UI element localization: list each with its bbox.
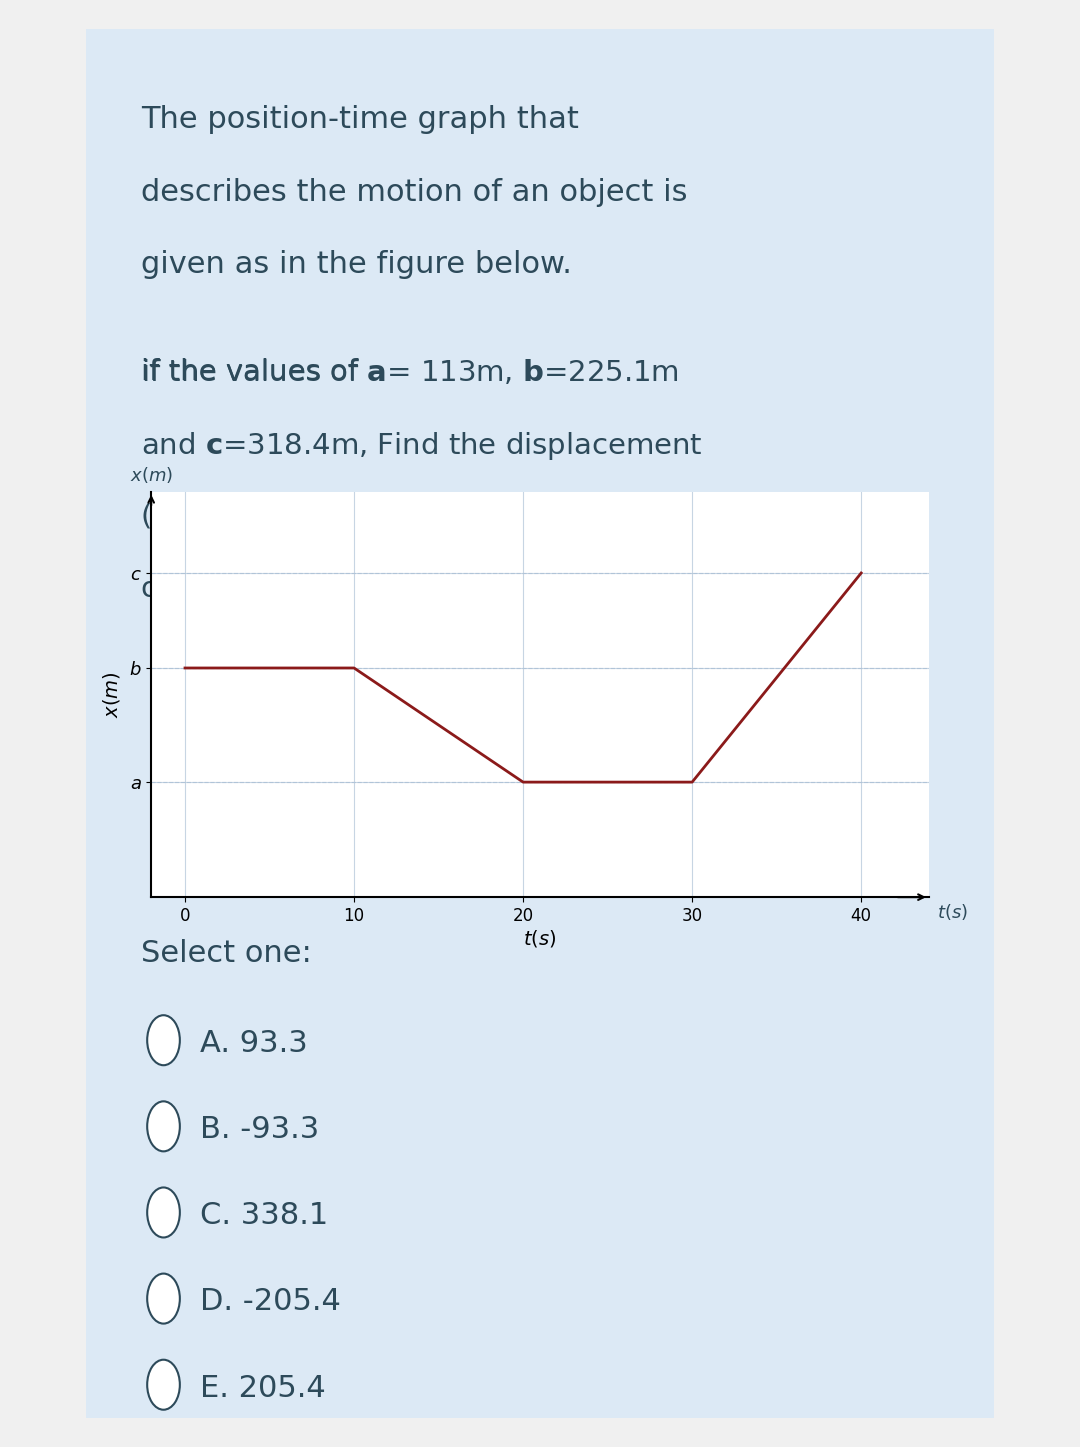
Text: if the values of $\mathbf{a}$= 113m, $\mathbf{b}$=225.1m: if the values of $\mathbf{a}$= 113m, $\m…: [140, 359, 678, 388]
Text: if the values of: if the values of: [140, 359, 367, 386]
Text: E. 205.4: E. 205.4: [200, 1373, 325, 1402]
Text: $x(m)$: $x(m)$: [130, 466, 173, 486]
Circle shape: [147, 1273, 180, 1324]
Circle shape: [147, 1101, 180, 1152]
Text: C. 338.1: C. 338.1: [200, 1201, 328, 1230]
Y-axis label: $x(m)$: $x(m)$: [100, 671, 122, 718]
Text: Select one:: Select one:: [140, 939, 312, 968]
Text: given as in the figure below.: given as in the figure below.: [140, 250, 571, 279]
Circle shape: [147, 1188, 180, 1237]
Circle shape: [147, 1360, 180, 1409]
Text: over the time interval of [0, 40 ] s.: over the time interval of [0, 40 ] s.: [140, 574, 645, 603]
Text: ( in units of m) made by the object: ( in units of m) made by the object: [140, 502, 649, 531]
X-axis label: $t(s)$: $t(s)$: [524, 928, 556, 949]
Text: describes the motion of an object is: describes the motion of an object is: [140, 178, 687, 207]
Text: The position-time graph that: The position-time graph that: [140, 106, 579, 135]
Text: B. -93.3: B. -93.3: [200, 1116, 319, 1145]
FancyBboxPatch shape: [68, 1, 1012, 1446]
Text: and $\mathbf{c}$=318.4m, Find the displacement: and $\mathbf{c}$=318.4m, Find the displa…: [140, 430, 702, 463]
Text: D. -205.4: D. -205.4: [200, 1288, 340, 1317]
Text: $t(s)$: $t(s)$: [937, 903, 968, 922]
Circle shape: [147, 1016, 180, 1065]
Text: A. 93.3: A. 93.3: [200, 1029, 308, 1058]
